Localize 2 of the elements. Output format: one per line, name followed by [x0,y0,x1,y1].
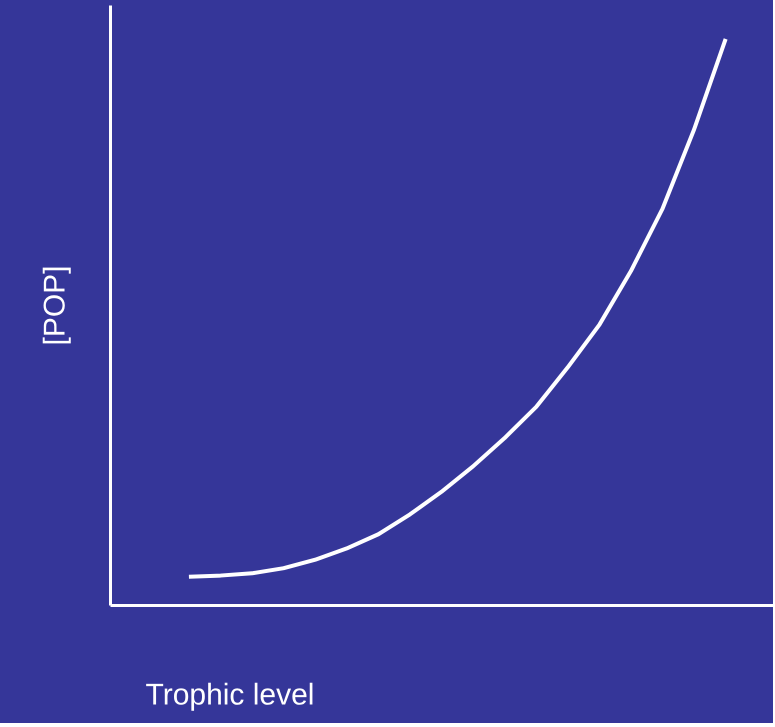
y-axis-title: [POP] [38,265,72,346]
x-axis-title: Trophic level [146,678,314,712]
